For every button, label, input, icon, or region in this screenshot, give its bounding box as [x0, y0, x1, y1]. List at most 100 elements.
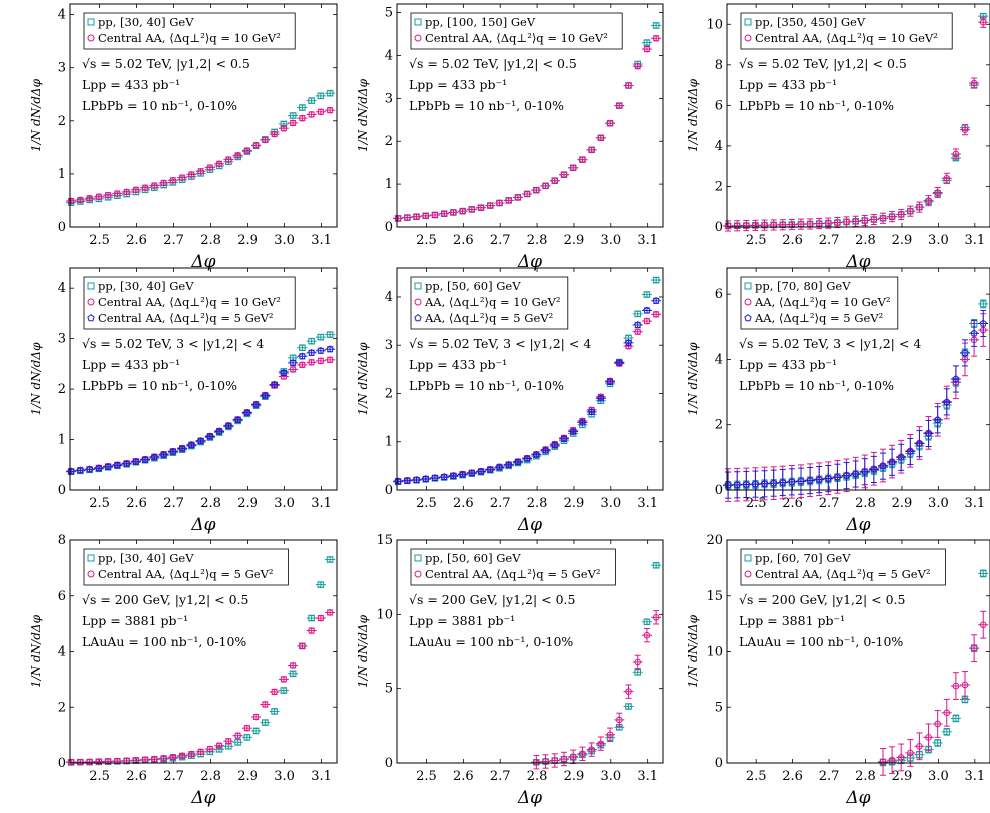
legend-label: Central AA, ⟨Δq⊥²⟩q = 5 GeV²: [755, 567, 931, 581]
data-point: [132, 457, 140, 465]
data-point: [271, 130, 278, 138]
panel-7: 2.5 2.6 2.7 2.8 2.9 3.0 3.1 0 2 4 6 8 Δφ 1/N dN/dΔφ pp…: [29, 533, 338, 808]
data-point: [514, 458, 522, 466]
data-point: [970, 329, 978, 337]
data-point: [114, 190, 121, 197]
panel-6: 2.5 2.6 2.7 2.8 2.9 3.0 3.1 0 2 4 6 Δφ 1/N dN/dΔφ pp,…: [686, 267, 990, 535]
y-tick-label: 15: [706, 589, 723, 604]
data-point: [934, 415, 942, 423]
data-point: [234, 152, 241, 159]
data-point: [459, 470, 467, 478]
x-tick-label: 3.0: [274, 233, 295, 248]
data-point: [150, 453, 158, 461]
legend-label: AA, ⟨Δq⊥²⟩q = 10 GeV²: [424, 295, 561, 309]
data-point: [317, 108, 325, 116]
data-point: [308, 359, 315, 366]
x-tick-label: 3.0: [274, 769, 295, 784]
data-point: [151, 182, 158, 189]
data-point: [206, 745, 214, 753]
y-tick-label: 1: [385, 435, 393, 450]
data-point: [412, 476, 421, 483]
data-point: [271, 688, 278, 696]
annotation: Lpp = 433 pb⁻¹: [409, 77, 507, 92]
data-point: [178, 752, 186, 760]
data-point: [569, 164, 577, 172]
data-point: [523, 190, 531, 198]
data-point: [551, 177, 559, 184]
annotation: √s = 200 GeV, |y1,2| < 0.5: [739, 592, 905, 607]
data-point: [579, 156, 586, 163]
data-point: [634, 669, 642, 676]
data-point: [326, 356, 334, 364]
series-2: [531, 610, 662, 770]
plot-frame: [726, 267, 990, 491]
legend-marker: [87, 298, 95, 306]
legend-label: Central AA, ⟨Δq⊥²⟩q = 5 GeV²: [425, 567, 601, 581]
data-point: [440, 210, 448, 218]
data-point: [952, 150, 960, 158]
y-tick-label: 10: [706, 17, 723, 32]
data-point: [625, 82, 632, 89]
annotation: LPbPb = 10 nb⁻¹, 0-10%: [82, 98, 237, 113]
data-point: [77, 196, 84, 204]
x-tick-label: 2.8: [200, 769, 221, 784]
data-point: [280, 687, 288, 694]
x-axis-label: Δφ: [845, 788, 870, 808]
plot-frame: [396, 539, 664, 764]
annotation: Lpp = 3881 pb⁻¹: [409, 613, 515, 628]
data-point: [160, 754, 167, 762]
data-point: [169, 176, 177, 184]
data-point: [225, 737, 232, 745]
data-point: [77, 758, 84, 766]
legend-marker: [87, 282, 95, 290]
x-tick-label: 2.5: [746, 769, 767, 784]
data-point: [888, 458, 896, 466]
legend-box: [83, 276, 296, 330]
x-tick-label: 3.1: [311, 769, 332, 784]
data-point: [317, 614, 325, 622]
data-point: [160, 450, 168, 458]
x-tick-label: 2.6: [782, 496, 803, 511]
y-tick-label: 6: [715, 98, 723, 113]
data-point: [326, 331, 334, 338]
data-point: [308, 348, 316, 356]
x-tick-label: 2.5: [416, 769, 437, 784]
data-point: [934, 739, 941, 747]
x-tick-label: 2.5: [746, 233, 767, 248]
data-point: [879, 214, 887, 222]
data-point: [113, 461, 121, 469]
data-point: [459, 207, 466, 215]
data-point: [606, 119, 614, 127]
x-axis-label: Δφ: [190, 515, 215, 535]
y-tick-label: 1: [385, 177, 393, 192]
data-point: [852, 218, 859, 225]
data-point: [752, 222, 759, 229]
y-tick-label: 4: [58, 645, 66, 660]
y-tick-label: 5: [385, 6, 393, 21]
data-point: [299, 344, 306, 352]
data-point: [299, 114, 306, 122]
x-tick-label: 2.7: [163, 496, 184, 511]
data-point: [317, 581, 325, 588]
plot-frame: [726, 3, 990, 228]
data-point: [943, 728, 951, 736]
data-point: [188, 750, 195, 758]
x-axis-label: Δφ: [845, 252, 870, 272]
annotation: Lpp = 433 pb⁻¹: [739, 77, 837, 92]
legend-marker: [744, 554, 752, 562]
data-point: [206, 164, 214, 171]
data-point: [326, 609, 334, 616]
data-point: [449, 472, 457, 480]
legend-marker: [87, 554, 95, 562]
annotation: LAuAu = 100 nb⁻¹, 0-10%: [82, 634, 246, 649]
data-point: [261, 391, 269, 399]
data-point: [861, 217, 869, 224]
y-axis-label: 1/N dN/dΔφ: [29, 614, 43, 688]
data-point: [141, 455, 149, 463]
legend-label: AA, ⟨Δq⊥²⟩q = 5 GeV²: [754, 311, 883, 325]
panel-4: 2.5 2.6 2.7 2.8 2.9 3.0 3.1 0 1 2 3 4 Δφ 1/N dN/dΔφ pp…: [29, 267, 338, 535]
data-point: [588, 146, 595, 154]
x-axis-label: Δφ: [190, 788, 215, 808]
legend-marker: [414, 554, 422, 562]
